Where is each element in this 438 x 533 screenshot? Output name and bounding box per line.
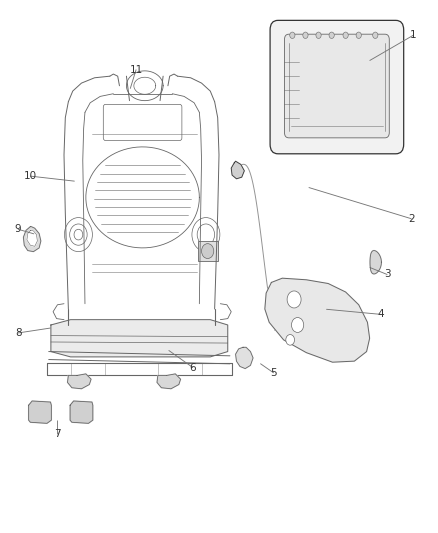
Text: 1: 1 <box>410 30 417 41</box>
Text: 5: 5 <box>270 368 277 378</box>
Polygon shape <box>370 251 381 274</box>
Circle shape <box>290 32 295 38</box>
Polygon shape <box>231 161 244 179</box>
Circle shape <box>287 291 301 308</box>
Polygon shape <box>265 278 370 362</box>
Circle shape <box>201 244 214 259</box>
Circle shape <box>356 32 361 38</box>
Circle shape <box>286 335 294 345</box>
Polygon shape <box>70 401 93 423</box>
Bar <box>198 241 218 261</box>
Polygon shape <box>23 227 41 252</box>
Circle shape <box>303 32 308 38</box>
Polygon shape <box>67 374 91 389</box>
Polygon shape <box>236 348 253 368</box>
Polygon shape <box>27 230 37 246</box>
Circle shape <box>316 32 321 38</box>
Polygon shape <box>157 374 180 389</box>
Text: 3: 3 <box>384 270 390 279</box>
Circle shape <box>329 32 334 38</box>
Text: 2: 2 <box>408 214 414 224</box>
FancyBboxPatch shape <box>285 34 389 138</box>
Text: 9: 9 <box>15 224 21 235</box>
Text: 7: 7 <box>54 429 61 439</box>
Text: 10: 10 <box>24 171 37 181</box>
Text: 4: 4 <box>377 309 384 319</box>
Text: 11: 11 <box>129 65 143 75</box>
Polygon shape <box>28 401 51 423</box>
FancyBboxPatch shape <box>270 20 404 154</box>
Text: 6: 6 <box>190 362 196 373</box>
Circle shape <box>343 32 348 38</box>
Polygon shape <box>51 320 228 357</box>
Circle shape <box>271 293 279 304</box>
Text: 8: 8 <box>15 328 21 338</box>
Circle shape <box>291 318 304 333</box>
Circle shape <box>373 32 378 38</box>
